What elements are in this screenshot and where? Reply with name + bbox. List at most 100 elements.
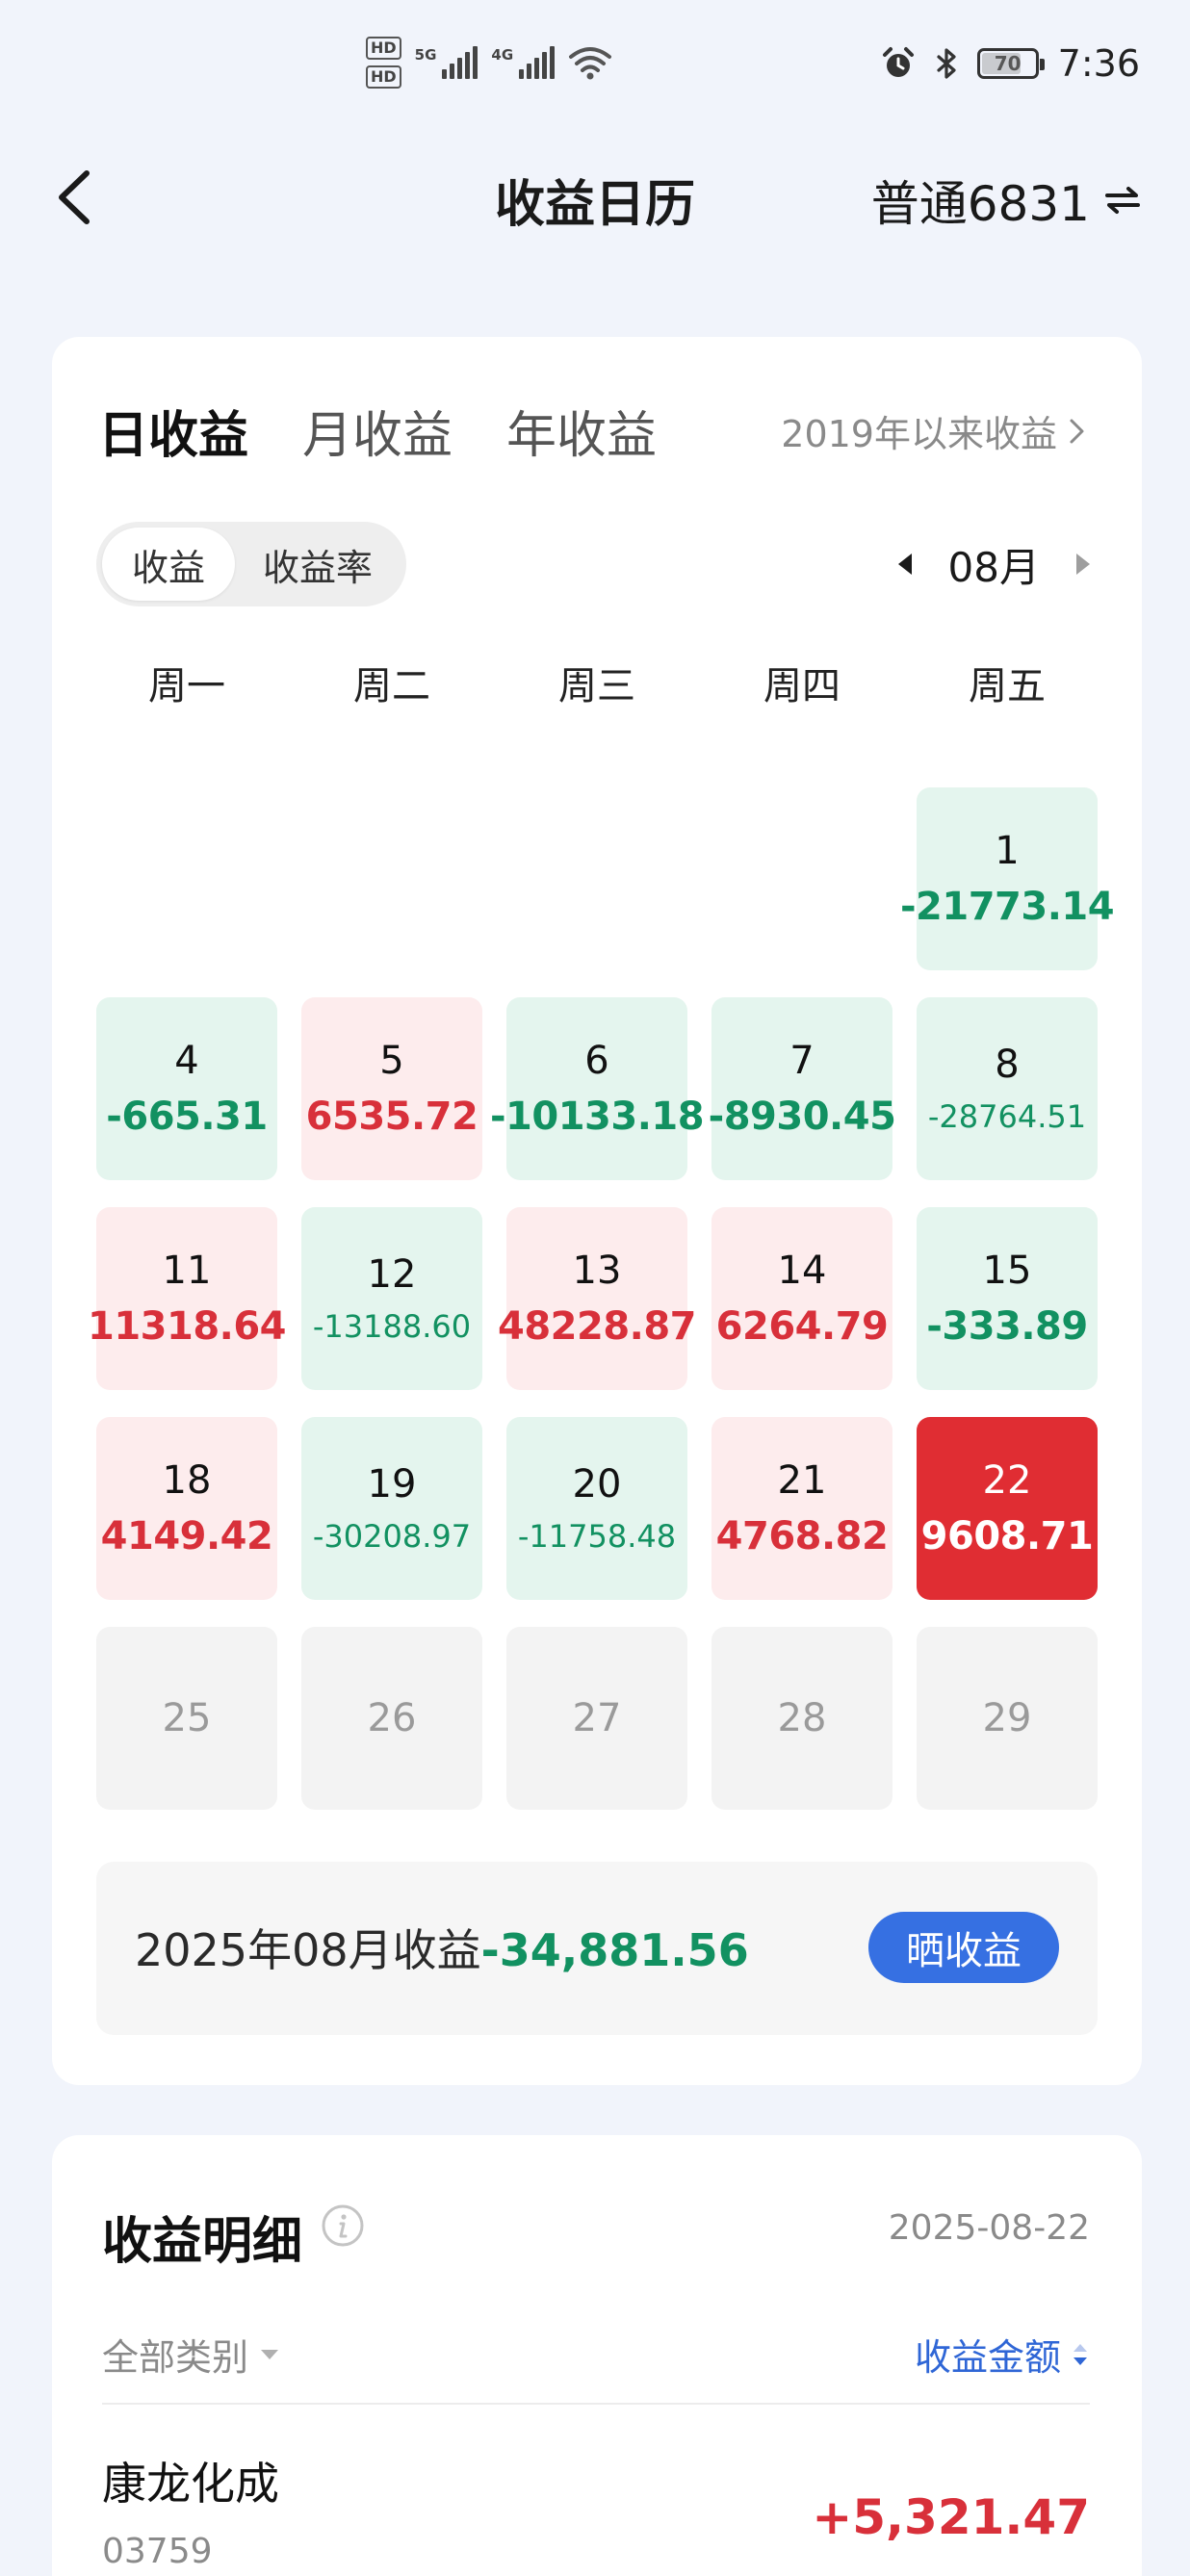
calendar-day[interactable]: 11 11318.64: [88, 1207, 287, 1390]
signal-4g-icon: 4G: [491, 46, 556, 79]
next-month-icon[interactable]: [1073, 551, 1094, 578]
info-icon[interactable]: [320, 2202, 366, 2249]
day-number: 1: [995, 829, 1020, 873]
weekday-tue: 周二: [353, 664, 430, 708]
toggle-profit-rate[interactable]: 收益率: [262, 546, 373, 589]
month-label: 08月: [947, 543, 1040, 591]
day-number: 20: [572, 1462, 622, 1507]
day-number: 8: [995, 1043, 1020, 1087]
day-profit: -333.89: [926, 1304, 1088, 1349]
day-number: 14: [777, 1249, 827, 1293]
battery-icon: 70: [976, 48, 1045, 79]
signal-5g-icon: 5G: [415, 46, 479, 79]
weekday-mon: 周一: [148, 664, 225, 708]
calendar-day[interactable]: 21 4768.82: [711, 1417, 892, 1600]
calendar-day[interactable]: 19 -30208.97: [301, 1417, 482, 1600]
day-number: 7: [789, 1039, 815, 1083]
day-profit: 6264.79: [715, 1304, 889, 1349]
day-number: 29: [982, 1696, 1032, 1740]
calendar-day[interactable]: 14 6264.79: [711, 1207, 892, 1390]
calendar-day[interactable]: 25: [96, 1627, 277, 1810]
calendar-day[interactable]: 15 -333.89: [917, 1207, 1098, 1390]
calendar-day[interactable]: 20 -11758.48: [506, 1417, 687, 1600]
period-tabs: 日收益 月收益 年收益: [98, 395, 657, 467]
tab-daily[interactable]: 日收益: [98, 407, 249, 465]
day-profit: 9608.71: [920, 1514, 1094, 1558]
calendar-empty-cell: [96, 787, 277, 970]
sort-by-amount[interactable]: 收益金额: [915, 2328, 1090, 2381]
profit-calendar-card: 日收益 月收益 年收益 2019年以来收益 收益 收益率 08月 周一 周二 周…: [52, 337, 1142, 2085]
alarm-icon: [882, 47, 914, 77]
day-profit: -21773.14: [899, 885, 1115, 929]
calendar-day[interactable]: 27: [506, 1627, 687, 1810]
hd-badge-1: HD: [366, 37, 401, 60]
day-profit: -10133.18: [489, 1095, 705, 1139]
account-label: 普通6831: [870, 176, 1090, 232]
day-number: 22: [982, 1458, 1032, 1503]
detail-title: 收益明细: [102, 2213, 303, 2271]
calendar-day[interactable]: 1 -21773.14: [900, 787, 1115, 970]
day-profit: -28764.51: [927, 1098, 1087, 1135]
day-profit: 4149.42: [100, 1514, 273, 1558]
clock: 7:36: [1057, 42, 1140, 85]
calendar-day[interactable]: 6 -10133.18: [490, 997, 705, 1180]
calendar-day[interactable]: 7 -8930.45: [709, 997, 896, 1180]
tab-yearly[interactable]: 年收益: [506, 407, 658, 465]
weekday-thu: 周四: [763, 664, 841, 708]
divider: [102, 2403, 1090, 2405]
calendar-day[interactable]: 18 4149.42: [96, 1417, 277, 1600]
share-profit-button[interactable]: 晒收益: [868, 1912, 1059, 1983]
tab-monthly[interactable]: 月收益: [302, 407, 453, 465]
category-filter-label: 全部类别: [102, 2336, 249, 2379]
stock-name: 康龙化成: [102, 2458, 279, 2510]
day-number: 19: [367, 1462, 417, 1507]
month-navigator: 08月: [894, 529, 1094, 599]
hd-badge-2: HD: [366, 65, 401, 89]
calendar-day[interactable]: 13 48228.87: [498, 1207, 697, 1390]
day-number: 4: [174, 1039, 199, 1083]
day-profit: -13188.60: [312, 1308, 472, 1345]
weekday-wed: 周三: [558, 664, 635, 708]
toggle-profit[interactable]: 收益: [102, 528, 235, 601]
category-filter[interactable]: 全部类别: [102, 2328, 281, 2381]
calendar-day[interactable]: 4 -665.31: [96, 997, 277, 1180]
calendar-day[interactable]: 8 -28764.51: [917, 997, 1098, 1180]
calendar-day[interactable]: 12 -13188.60: [301, 1207, 482, 1390]
sort-label: 收益金额: [914, 2336, 1061, 2379]
wifi-icon: [569, 47, 612, 80]
detail-date: 2025-08-22: [888, 2208, 1090, 2248]
day-profit: 48228.87: [497, 1304, 697, 1349]
calendar-day[interactable]: 29: [917, 1627, 1098, 1810]
summary-value: -34,881.56: [480, 1924, 749, 1976]
day-profit: -30208.97: [312, 1518, 472, 1555]
calendar-empty-cell: [506, 787, 687, 970]
since-2019-label: 2019年以来收益: [781, 413, 1057, 455]
since-2019-link[interactable]: 2019年以来收益: [781, 404, 1088, 457]
account-switcher[interactable]: 普通6831: [871, 166, 1142, 235]
day-profit: -8930.45: [708, 1095, 896, 1139]
back-arrow-icon[interactable]: [50, 166, 108, 229]
day-number: 15: [982, 1249, 1032, 1293]
calendar-empty-cell: [711, 787, 892, 970]
day-number: 12: [367, 1252, 417, 1297]
system-indicators: 70 7:36: [881, 37, 1140, 90]
day-number: 18: [162, 1458, 212, 1503]
calendar-day[interactable]: 22 9608.71: [917, 1417, 1098, 1600]
stock-code: 03759: [102, 2532, 213, 2571]
day-number: 26: [367, 1696, 417, 1740]
calendar-day[interactable]: 5 6535.72: [301, 997, 482, 1180]
prev-month-icon[interactable]: [894, 551, 916, 578]
calendar-day[interactable]: 26: [301, 1627, 482, 1810]
profit-type-toggle: 收益 收益率: [96, 522, 406, 606]
day-profit: 4768.82: [715, 1514, 889, 1558]
day-number: 25: [162, 1696, 212, 1740]
dropdown-icon: [261, 2349, 279, 2359]
day-profit: 11318.64: [87, 1304, 287, 1349]
page-header: 收益日历 普通6831: [0, 144, 1190, 250]
month-summary: 2025年08月收益 -34,881.56 晒收益: [96, 1862, 1098, 2035]
swap-icon: [1105, 187, 1140, 214]
day-number: 6: [584, 1039, 609, 1083]
calendar-day[interactable]: 28: [711, 1627, 892, 1810]
calendar-grid: 1 -21773.14 4 -665.31 5 6535.72 6 -10133.18 7 -89…: [88, 787, 1115, 1810]
network-indicators: HD HD 5G 4G: [366, 29, 612, 96]
